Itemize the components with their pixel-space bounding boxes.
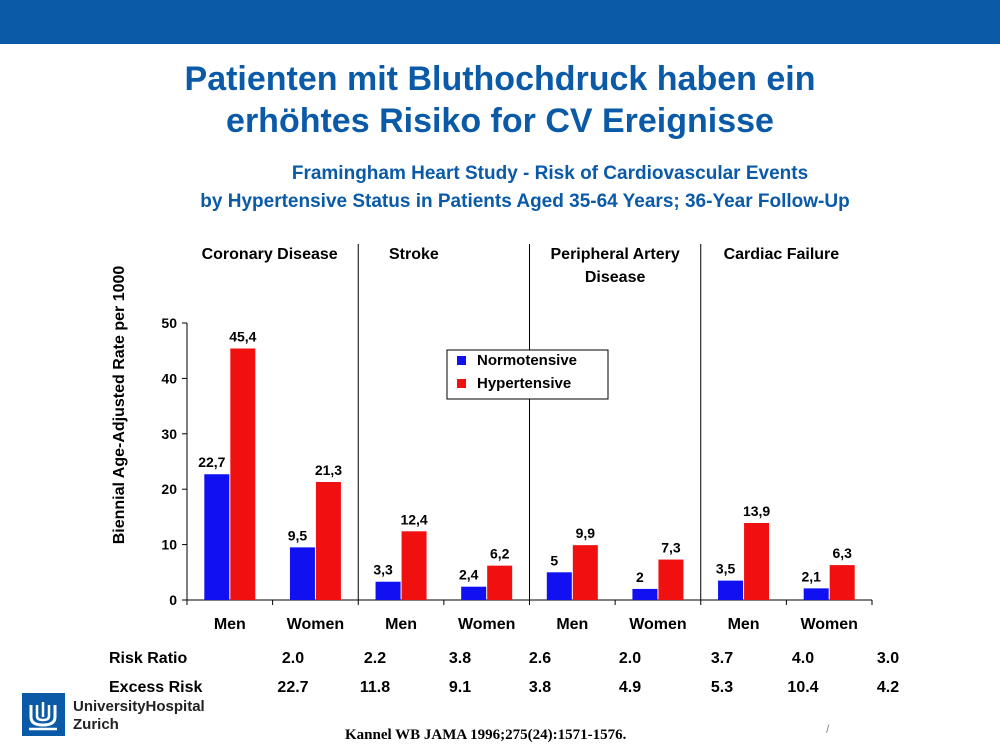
chart-subtitle: Framingham Heart Study - Risk of Cardiov… (60, 160, 990, 216)
bar-normotensive (289, 547, 315, 600)
data-label: 6,2 (490, 546, 510, 562)
data-label: 3,3 (373, 562, 393, 578)
data-label: 9,9 (576, 525, 596, 541)
legend-entry: Hypertensive (477, 375, 571, 392)
data-label: 9,5 (288, 527, 308, 543)
bar-hypertensive (230, 348, 256, 600)
logo-text: UniversityHospital Zurich (73, 698, 205, 734)
group-label: Coronary Disease (202, 246, 338, 263)
risk-cell: 2.0 (282, 650, 304, 667)
university-hospital-logo (22, 693, 65, 736)
legend-swatch (457, 356, 466, 365)
logo-cup-icon (29, 705, 57, 727)
subtitle-line-1: Framingham Heart Study - Risk of Cardiov… (291, 163, 809, 184)
x-tick-label: Women (458, 616, 515, 633)
bar-normotensive (461, 586, 487, 600)
page-mark: / (826, 722, 830, 736)
group-label: Disease (585, 269, 646, 286)
bar-normotensive (632, 588, 658, 600)
bar-hypertensive (572, 545, 598, 600)
y-tick-label: 30 (161, 426, 177, 442)
risk-cell: 3.8 (529, 679, 551, 696)
data-label: 21,3 (315, 462, 342, 478)
bar-normotensive (718, 580, 744, 600)
y-tick-label: 0 (169, 592, 177, 608)
subtitle-line-2: by Hypertensive Status in Patients Aged … (200, 191, 850, 212)
bar-hypertensive (658, 559, 684, 600)
y-tick-label: 50 (161, 315, 177, 331)
group-label: Stroke (389, 246, 439, 263)
data-label: 5 (550, 552, 558, 568)
group-label: Cardiac Failure (724, 246, 840, 263)
risk-cell: 2.2 (364, 650, 386, 667)
x-tick-label: Men (728, 616, 760, 633)
header-bar (0, 0, 1000, 44)
risk-cell: 5.3 (711, 679, 733, 696)
legend-box (446, 349, 609, 400)
data-label: 2,1 (801, 568, 821, 584)
risk-cell: 4.2 (877, 679, 899, 696)
data-label: 13,9 (743, 503, 770, 519)
data-label: 45,4 (229, 328, 256, 344)
y-tick-label: 40 (161, 370, 177, 386)
legend-swatch (457, 379, 466, 388)
bar-hypertensive (315, 481, 341, 600)
x-tick-label: Women (800, 616, 857, 633)
risk-row-label: Risk Ratio (109, 650, 187, 667)
risk-cell: 2.6 (529, 650, 551, 667)
bar-normotensive (204, 474, 230, 600)
x-tick-label: Women (287, 616, 344, 633)
data-label: 2,4 (459, 567, 479, 583)
legend-entry: Normotensive (477, 352, 577, 369)
x-tick-label: Men (385, 616, 417, 633)
data-label: 22,7 (198, 454, 225, 470)
logo-line-2: Zurich (73, 716, 119, 733)
slide-title-line-1: Patienten mit Bluthochdruck haben ein (184, 60, 816, 98)
risk-cell: 2.0 (619, 650, 641, 667)
risk-cell: 4.0 (792, 650, 814, 667)
risk-cell: 22.7 (277, 679, 308, 696)
bar-normotensive (803, 588, 829, 600)
y-tick-label: 10 (161, 537, 177, 553)
x-tick-label: Men (556, 616, 588, 633)
x-tick-label: Men (214, 616, 246, 633)
data-label: 7,3 (661, 540, 681, 556)
logo-line-1: UniversityHospital (73, 698, 205, 715)
y-axis-label: Biennial Age-Adjusted Rate per 1000 (111, 266, 128, 545)
risk-cell: 11.8 (360, 679, 390, 696)
data-label: 6,3 (832, 545, 852, 561)
bar-normotensive (375, 581, 401, 600)
bar-hypertensive (744, 522, 770, 600)
risk-cell: 3.8 (449, 650, 471, 667)
bar-hypertensive (829, 565, 855, 600)
citation: Kannel WB JAMA 1996;275(24):1571-1576. (345, 727, 627, 743)
slide-title: Patienten mit Bluthochdruck haben ein er… (60, 58, 940, 142)
x-tick-label: Women (629, 616, 686, 633)
group-label: Peripheral Artery (551, 246, 680, 263)
bar-hypertensive (401, 531, 427, 600)
slide-title-line-2: erhöhtes Risiko for CV Ereignisse (226, 102, 774, 140)
y-tick-label: 20 (161, 481, 177, 497)
risk-cell: 9.1 (449, 679, 471, 696)
risk-cell: 3.0 (877, 650, 899, 667)
data-label: 3,5 (716, 561, 736, 577)
data-label: 12,4 (400, 511, 427, 527)
risk-cell: 3.7 (711, 650, 733, 667)
risk-row-label: Excess Risk (109, 679, 203, 696)
bar-hypertensive (487, 565, 513, 600)
risk-cell: 4.9 (619, 679, 641, 696)
bar-normotensive (546, 572, 572, 600)
data-label: 2 (636, 569, 644, 585)
risk-cell: 10.4 (787, 679, 818, 696)
